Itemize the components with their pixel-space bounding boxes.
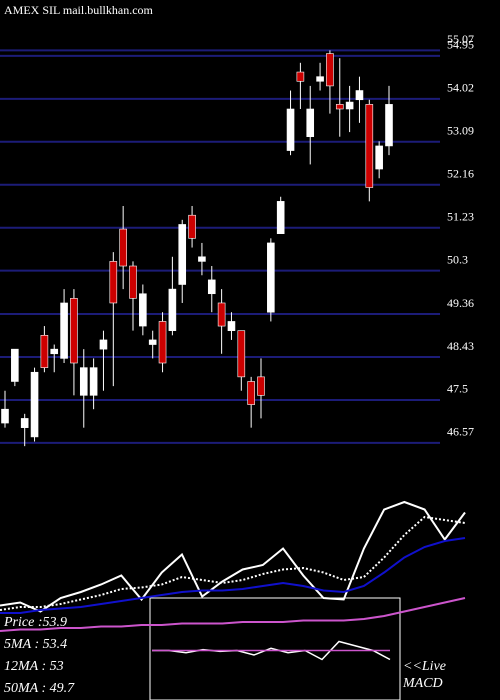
readout-label: 5MA : (4, 637, 43, 652)
candle-body (129, 265, 137, 299)
series-line (0, 597, 466, 632)
candle-body (139, 293, 147, 327)
candle-body (60, 302, 68, 359)
y-tick-label: 53.09 (447, 124, 474, 138)
y-tick-label: 54.95 (447, 38, 474, 52)
candle-body (109, 261, 118, 304)
candle-body (30, 371, 39, 438)
candle-body (50, 348, 59, 355)
candle-body (1, 408, 9, 424)
candle-body (207, 279, 216, 295)
readout-label: Price : (3, 615, 42, 630)
y-tick-label: 49.36 (447, 296, 474, 310)
y-tick-label: 55.07 (447, 32, 474, 46)
candle-body (306, 108, 315, 138)
candle-body (385, 104, 393, 147)
candle-body (247, 381, 255, 405)
candle-body (178, 224, 187, 285)
y-tick-label: 46.57 (447, 425, 474, 439)
readout-label: 50MA : (4, 681, 50, 696)
readout-value: 53.4 (43, 637, 68, 652)
readout: 5MA : 53.4 (4, 637, 67, 652)
candle-body (335, 104, 344, 110)
readout-value: 53.9 (42, 615, 67, 630)
readout: Price :53.9 (3, 615, 67, 630)
candle-body (99, 339, 108, 350)
candle-body (158, 321, 167, 364)
live-note: <<Live (403, 659, 446, 674)
candle-body (375, 145, 383, 170)
series-line (152, 640, 391, 661)
readout-value: 49.7 (50, 681, 76, 696)
candle-body (70, 298, 78, 364)
candle-body (217, 302, 226, 327)
candle-body (345, 101, 354, 110)
candle-body (237, 330, 246, 378)
y-tick-label: 47.5 (447, 382, 468, 396)
candle-body (355, 90, 364, 101)
candle-body (11, 348, 19, 382)
macd-title: MACD (402, 676, 443, 691)
candle-body (89, 367, 98, 396)
candle-body (365, 104, 374, 188)
candle-body (296, 71, 305, 82)
candle-body (188, 214, 196, 239)
candle-body (276, 201, 285, 234)
candle-body (168, 288, 177, 331)
readout-label: 12MA : (4, 659, 50, 674)
readout: 50MA : 49.7 (4, 681, 75, 696)
series-line (0, 500, 466, 613)
y-tick-label: 54.02 (447, 81, 474, 95)
candle-body (227, 321, 236, 331)
chart-title: AMEX SIL mail.bullkhan.com (4, 3, 154, 17)
y-tick-label: 52.16 (447, 166, 474, 180)
candle-body (316, 76, 324, 82)
candle-body (286, 108, 295, 151)
candle-body (119, 228, 127, 267)
readout-value: 53 (50, 659, 64, 674)
readout: 12MA : 53 (4, 659, 64, 674)
candle-body (198, 256, 206, 262)
candle-body (40, 335, 49, 368)
candle-body (20, 418, 29, 428)
candle-body (148, 339, 157, 345)
candle-body (326, 53, 334, 87)
y-tick-label: 48.43 (447, 339, 474, 353)
series-line (0, 537, 466, 614)
series-line (0, 515, 466, 611)
candle-body (257, 376, 265, 396)
y-tick-label: 51.23 (447, 209, 474, 223)
candle-body (267, 242, 275, 313)
candle-body (79, 367, 88, 396)
y-tick-label: 50.3 (447, 252, 468, 266)
